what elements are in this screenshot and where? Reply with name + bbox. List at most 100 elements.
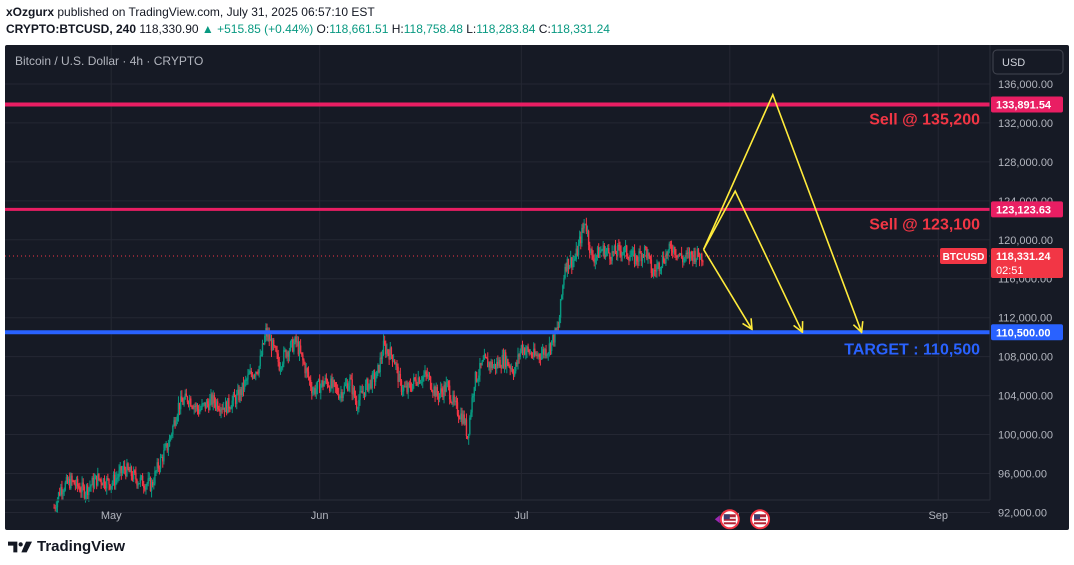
candle-body: [605, 250, 608, 252]
candle-body: [396, 363, 398, 367]
candle-body: [255, 371, 257, 376]
candle-body: [593, 259, 595, 263]
candle-body: [54, 507, 56, 509]
candle-body: [401, 390, 404, 392]
candle-body: [359, 391, 361, 400]
candle-body: [312, 392, 314, 394]
low-label: L:: [466, 22, 477, 36]
candle-body: [476, 379, 479, 382]
candle-body: [371, 373, 374, 389]
y-tick-label: 108,000.00: [998, 352, 1053, 364]
candle-body: [631, 250, 634, 256]
annotations: Sell @ 135,200 Sell @ 123,100 TARGET : 110…: [844, 111, 980, 358]
candle-body: [517, 354, 519, 365]
candle-body: [416, 384, 418, 386]
us-flag-event-icon[interactable]: [750, 509, 771, 530]
candle-body: [251, 374, 254, 379]
candle-body: [126, 463, 128, 477]
candle-body: [695, 258, 697, 262]
candle-body: [665, 253, 667, 264]
candle-body: [557, 327, 560, 329]
y-tick-label: 128,000.00: [998, 157, 1053, 169]
candle-body: [92, 477, 95, 488]
price-axis[interactable]: 92,000.00 96,000.00 100,000.00 104,000.00 10…: [940, 45, 1063, 519]
chart-panel[interactable]: Sell @ 135,200 Sell @ 123,100 TARGET : 110…: [5, 45, 1069, 530]
y-tick-label: 132,000.00: [998, 118, 1053, 130]
candle-body: [279, 367, 282, 371]
candle-body: [57, 492, 60, 500]
candle-body: [73, 480, 75, 485]
candle-body: [466, 436, 469, 439]
current-price-label: 118,331.24: [996, 251, 1051, 263]
currency-button[interactable]: USD: [992, 49, 1064, 75]
candle-body: [183, 399, 185, 405]
candle-body: [311, 387, 313, 394]
target-line-axis-badge: [991, 324, 1063, 341]
candle-body: [490, 361, 492, 368]
candle-body: [111, 482, 114, 487]
candle-body: [576, 248, 579, 256]
candle-body: [429, 376, 432, 389]
candle-body: [224, 401, 227, 413]
candle-body: [284, 350, 286, 352]
candle-body: [451, 402, 453, 404]
candle-body: [411, 383, 414, 391]
candle-body: [360, 391, 362, 393]
candle-body: [378, 364, 380, 373]
candle-body: [453, 395, 455, 402]
high-value: 118,758.48: [403, 22, 463, 36]
price-chart[interactable]: Sell @ 135,200 Sell @ 123,100 TARGET : 110…: [5, 45, 1069, 530]
candle-body: [219, 409, 221, 412]
candle-body: [163, 450, 165, 462]
candle-body: [71, 475, 73, 481]
candle-body: [182, 401, 184, 405]
candle-body: [553, 334, 555, 343]
candle-body: [407, 383, 409, 393]
candle-body: [214, 402, 217, 407]
candle-body: [391, 354, 394, 362]
candle-body: [535, 354, 537, 356]
candle-body: [501, 355, 504, 369]
candle-body: [470, 412, 472, 418]
candle-body: [259, 355, 261, 367]
candle-body: [390, 347, 393, 355]
publish-header: xOzgurx published on TradingView.com, Ju…: [6, 5, 375, 19]
candle-body: [88, 487, 90, 496]
projection-arrow-2[interactable]: [702, 189, 803, 332]
sell-line-lower-axis-badge: [991, 201, 1063, 218]
countdown-label: 02:51: [996, 265, 1024, 277]
candle-body: [574, 259, 576, 261]
candle-body: [519, 351, 521, 358]
candle-body: [508, 365, 510, 367]
candle-body: [408, 383, 411, 385]
projection-arrow-1[interactable]: [702, 249, 752, 330]
candle-body: [108, 478, 110, 485]
sell-line-lower-text: Sell @ 123,100: [869, 216, 980, 233]
candle-body: [617, 245, 619, 256]
candle-body: [115, 478, 117, 486]
x-tick-label: Sep: [928, 510, 948, 522]
candle-body: [683, 258, 685, 263]
candle-body: [497, 361, 499, 366]
projection-arrow-3[interactable]: [702, 92, 862, 333]
us-flag-event-icon[interactable]: [714, 509, 740, 530]
candle-body: [610, 259, 612, 261]
candle-body: [90, 485, 92, 487]
candle-body: [697, 248, 700, 256]
candle-body: [132, 470, 135, 480]
candle-body: [427, 375, 430, 377]
candle-body: [670, 246, 673, 252]
candle-body: [267, 333, 269, 337]
candle-body: [240, 389, 242, 395]
candle-body: [247, 374, 249, 380]
candle-body: [166, 443, 168, 451]
publisher-name[interactable]: xOzgurx: [6, 5, 55, 19]
time-axis[interactable]: MayJunJulAugSep: [5, 499, 990, 522]
candle-body: [165, 443, 167, 447]
candle-body: [612, 251, 614, 253]
candle-body: [164, 446, 166, 451]
footer: TradingView: [8, 538, 125, 555]
candle-body: [273, 339, 275, 346]
candle-body: [181, 396, 183, 402]
candle-body: [577, 243, 580, 256]
